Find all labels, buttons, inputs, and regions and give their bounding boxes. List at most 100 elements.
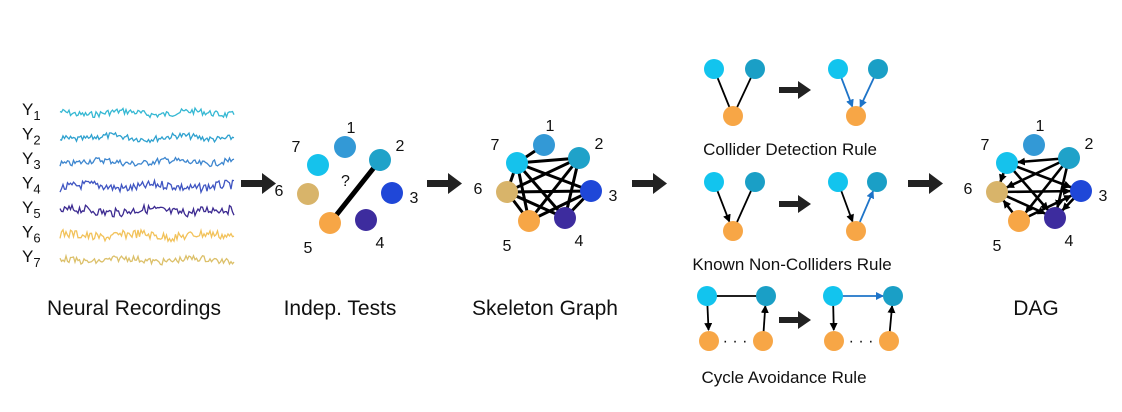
orientation-rules bbox=[697, 59, 903, 351]
signal-trace bbox=[59, 228, 235, 243]
graph-node bbox=[369, 149, 391, 171]
signal-trace bbox=[59, 177, 235, 195]
dag-graph: 1 2 3 4 5 6 7 bbox=[964, 118, 1108, 255]
cycle-dots-right: · · · bbox=[849, 333, 874, 350]
signal-label: Y3 bbox=[22, 149, 41, 172]
signal-trace bbox=[59, 253, 235, 266]
rule-node bbox=[745, 172, 765, 192]
stage-arrow-1 bbox=[241, 173, 276, 194]
node-label: 6 bbox=[964, 181, 973, 198]
graph-edge bbox=[505, 156, 581, 194]
node-label: 7 bbox=[491, 137, 500, 154]
rule-node bbox=[723, 106, 743, 126]
stage-label-neural-recordings: Neural Recordings bbox=[47, 297, 221, 320]
node-label: 2 bbox=[396, 138, 405, 155]
signal-trace bbox=[59, 202, 235, 218]
graph-node bbox=[568, 147, 590, 169]
graph-node bbox=[334, 136, 356, 158]
node-label: 4 bbox=[376, 235, 385, 252]
stage-label-indep-tests: Indep. Tests bbox=[284, 297, 397, 320]
rule-node bbox=[704, 172, 724, 192]
node-label: 3 bbox=[609, 188, 618, 205]
graph-node bbox=[496, 181, 518, 203]
rule-node bbox=[704, 59, 724, 79]
rule-noncollider-label: Known Non-Colliders Rule bbox=[692, 255, 891, 274]
graph-node bbox=[580, 180, 602, 202]
rule-node bbox=[823, 286, 843, 306]
node-label: 2 bbox=[595, 136, 604, 153]
graph-node bbox=[1058, 147, 1080, 169]
stage-arrows bbox=[241, 81, 943, 329]
graph-edge bbox=[327, 157, 383, 226]
signal-label: Y6 bbox=[22, 223, 41, 246]
signal-label: Y1 bbox=[22, 100, 41, 123]
rule-node bbox=[745, 59, 765, 79]
rule-node bbox=[868, 59, 888, 79]
rule-arrow-2 bbox=[779, 195, 811, 213]
graph-edge bbox=[527, 156, 581, 223]
node-label: 5 bbox=[304, 240, 313, 257]
node-label: 3 bbox=[410, 190, 419, 207]
graph-node bbox=[518, 210, 540, 232]
node-label: 1 bbox=[546, 118, 555, 135]
graph-node bbox=[319, 212, 341, 234]
rule-node bbox=[879, 331, 899, 351]
rule-node bbox=[846, 221, 866, 241]
rule-arrow-3 bbox=[779, 311, 811, 329]
rule-node bbox=[828, 59, 848, 79]
graph-node bbox=[307, 154, 329, 176]
rule-node bbox=[697, 286, 717, 306]
rule-node bbox=[699, 331, 719, 351]
node-label: 5 bbox=[993, 238, 1002, 255]
graph-node bbox=[554, 207, 576, 229]
graph-edge bbox=[505, 189, 593, 194]
rule-node bbox=[846, 106, 866, 126]
stage-label-dag: DAG bbox=[1013, 297, 1059, 320]
graph-node bbox=[506, 152, 528, 174]
graph-node bbox=[533, 134, 555, 156]
node-label: 5 bbox=[503, 238, 512, 255]
node-label: 2 bbox=[1085, 136, 1094, 153]
rule-cycle-label: Cycle Avoidance Rule bbox=[701, 368, 866, 387]
skeleton-graph: 1 2 3 4 5 6 7 bbox=[474, 118, 618, 255]
graph-edges bbox=[327, 157, 383, 226]
graph-edge bbox=[1005, 161, 1073, 189]
rule-arrow-1 bbox=[779, 81, 811, 99]
graph-node bbox=[996, 152, 1018, 174]
graph-node bbox=[355, 209, 377, 231]
signal-label: Y4 bbox=[22, 174, 41, 197]
rule-node bbox=[828, 172, 848, 192]
node-label: 3 bbox=[1099, 188, 1108, 205]
signal-trace bbox=[59, 131, 235, 144]
cycle-dots-left: · · · bbox=[723, 333, 748, 350]
rule-node bbox=[753, 331, 773, 351]
rule-node bbox=[756, 286, 776, 306]
indep-question-mark: ? bbox=[341, 173, 350, 190]
graph-node bbox=[1070, 180, 1092, 202]
graph-node bbox=[297, 183, 319, 205]
signal-label: Y2 bbox=[22, 125, 41, 148]
node-label: 6 bbox=[474, 181, 483, 198]
graph-node bbox=[1023, 134, 1045, 156]
node-label: 7 bbox=[981, 137, 990, 154]
neural-signal-traces bbox=[59, 106, 235, 266]
node-label: 4 bbox=[575, 233, 584, 250]
stage-label-skeleton-graph: Skeleton Graph bbox=[472, 297, 618, 320]
node-label: 6 bbox=[275, 183, 284, 200]
graph-node bbox=[1044, 207, 1066, 229]
graph-edge bbox=[527, 189, 593, 223]
node-label: 1 bbox=[347, 120, 356, 137]
node-label: 1 bbox=[1036, 118, 1045, 135]
node-label: 7 bbox=[292, 139, 301, 156]
graph-node bbox=[1008, 210, 1030, 232]
signal-trace bbox=[59, 156, 235, 168]
signal-label: Y5 bbox=[22, 198, 41, 221]
rule-node bbox=[824, 331, 844, 351]
graph-edge bbox=[1005, 156, 1071, 189]
indep-tests-graph: 1 2 3 4 5 6 7 bbox=[275, 120, 419, 257]
rule-collider-label: Collider Detection Rule bbox=[703, 140, 877, 159]
stage-arrow-3 bbox=[632, 173, 667, 194]
signal-trace bbox=[59, 106, 235, 119]
